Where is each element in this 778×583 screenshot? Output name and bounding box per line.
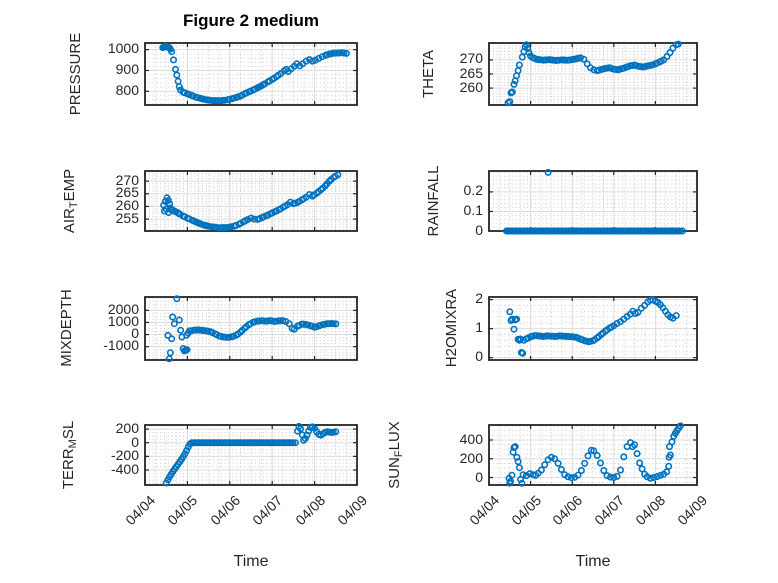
x-axis-label-left: Time <box>233 553 269 570</box>
x-tick-label: 04/07 <box>591 492 628 529</box>
plot-area-mixdepth <box>144 294 358 362</box>
y-tick-label: 265 <box>459 64 483 81</box>
plot-area-terr_msl <box>144 422 358 487</box>
y-tick-label: 1000 <box>107 312 139 329</box>
y-tick-label: 800 <box>115 81 139 98</box>
plot-area-sun_flux <box>488 422 698 487</box>
y-tick-label: 1 <box>475 319 483 336</box>
y-axis-label-h2omixra: H2OMIXRA <box>443 288 460 368</box>
plot-area-h2omixra <box>488 295 698 361</box>
plot-area-rainfall <box>488 168 698 234</box>
axes-box <box>488 295 698 361</box>
y-tick-label: 900 <box>115 60 139 77</box>
y-tick-label: 2000 <box>107 300 139 317</box>
x-tick-label: 04/05 <box>507 492 544 529</box>
x-tick-label: 04/06 <box>207 492 244 529</box>
y-tick-label: 1000 <box>107 40 139 57</box>
minor-grid <box>145 170 357 231</box>
major-grid <box>489 296 697 360</box>
axes-box <box>488 424 698 486</box>
y-tick-label: 270 <box>115 171 139 188</box>
y-tick-label: 400 <box>459 431 483 447</box>
x-tick-label: 04/09 <box>334 492 371 529</box>
x-tick-label: 04/07 <box>249 492 286 529</box>
data-series-mixdepth <box>164 294 340 362</box>
y-tick-label: 0 <box>475 468 483 485</box>
y-tick-label: 0 <box>131 433 139 450</box>
y-tick-label: 200 <box>459 449 483 466</box>
x-tick-label: 04/09 <box>674 492 711 529</box>
x-tick-label: 04/08 <box>291 492 328 529</box>
axes-box <box>144 295 358 361</box>
y-tick-label: 270 <box>459 50 483 67</box>
minor-grid <box>145 296 357 360</box>
x-axis-label-right: Time <box>575 553 611 570</box>
x-tick-label: 04/06 <box>549 492 586 529</box>
y-tick-label: 0.1 <box>463 201 483 218</box>
axes-box <box>144 169 358 232</box>
figure-title: Figure 2 medium <box>182 11 320 30</box>
y-tick-label: 200 <box>115 420 139 437</box>
x-tick-label: 04/08 <box>632 492 669 529</box>
y-axis-label-terr_msl: TERRMSL <box>60 420 79 490</box>
major-grid <box>145 170 357 231</box>
y-axis-label-sun_flux: SUNFLUX <box>386 421 405 489</box>
y-tick-label: 265 <box>115 184 139 201</box>
axes-box <box>488 41 698 106</box>
axes-box <box>144 41 358 106</box>
y-tick-label: 260 <box>115 196 139 213</box>
data-series-theta <box>504 40 682 106</box>
data-series-rainfall <box>503 168 686 234</box>
data-series-pressure <box>159 42 350 104</box>
tick-marks <box>144 170 358 231</box>
y-tick-label: 0 <box>475 221 483 238</box>
y-axis-label-rainfall: RAINFALL <box>425 165 442 236</box>
y-tick-label: 2 <box>475 290 483 307</box>
minor-grid <box>145 425 357 485</box>
axes-box <box>144 424 358 486</box>
y-tick-label: 0 <box>475 348 483 365</box>
minor-grid <box>489 170 697 231</box>
plot-area-air_temp <box>144 169 358 232</box>
y-tick-label: 255 <box>115 209 139 226</box>
y-tick-label: -1000 <box>103 337 139 354</box>
data-series-terr_msl <box>162 422 340 487</box>
y-tick-label: 0.2 <box>463 182 483 199</box>
plot-area-pressure <box>144 41 358 106</box>
y-tick-label: -400 <box>110 461 139 477</box>
x-tick-label: 04/05 <box>164 492 201 529</box>
data-series-air_temp <box>160 170 342 231</box>
data-series-h2omixra <box>506 295 680 357</box>
data-series-sun_flux <box>505 422 684 487</box>
x-tick-label: 04/04 <box>122 492 159 529</box>
y-tick-label: 260 <box>459 78 483 95</box>
y-tick-label: 0 <box>131 325 139 342</box>
x-tick-label: 04/04 <box>466 492 503 529</box>
major-grid <box>489 42 697 105</box>
y-tick-label: -200 <box>110 447 139 464</box>
plot-area-theta <box>488 40 698 106</box>
